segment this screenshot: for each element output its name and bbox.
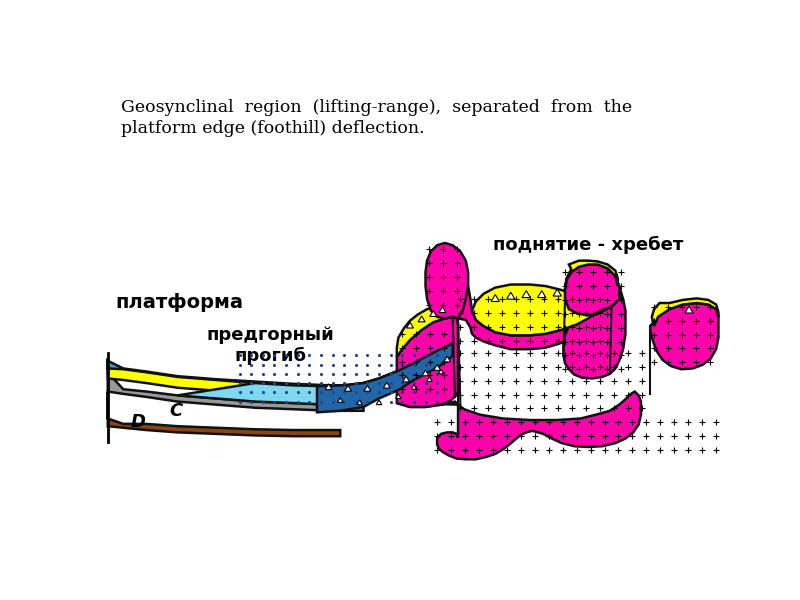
Polygon shape — [411, 385, 417, 389]
Polygon shape — [178, 343, 453, 404]
Text: предгорный
прогиб: предгорный прогиб — [206, 326, 334, 365]
Polygon shape — [426, 377, 432, 382]
Polygon shape — [402, 376, 410, 382]
Polygon shape — [439, 307, 446, 313]
Polygon shape — [345, 385, 351, 391]
Polygon shape — [406, 322, 414, 328]
Text: платформа: платформа — [115, 293, 243, 313]
Polygon shape — [338, 398, 343, 403]
Polygon shape — [458, 286, 611, 349]
Polygon shape — [397, 317, 458, 407]
Text: C: C — [170, 402, 183, 420]
Polygon shape — [376, 400, 382, 404]
Polygon shape — [426, 243, 468, 319]
Polygon shape — [395, 394, 401, 398]
Polygon shape — [434, 365, 441, 370]
Polygon shape — [565, 260, 618, 289]
Polygon shape — [108, 361, 379, 392]
Polygon shape — [472, 284, 604, 335]
Polygon shape — [397, 307, 453, 357]
Polygon shape — [685, 306, 693, 313]
Polygon shape — [108, 343, 453, 395]
Text: D: D — [131, 413, 146, 431]
Polygon shape — [422, 370, 429, 376]
Polygon shape — [444, 356, 450, 362]
Polygon shape — [357, 400, 362, 404]
Polygon shape — [364, 385, 371, 391]
Polygon shape — [506, 292, 515, 299]
Polygon shape — [317, 343, 453, 412]
Polygon shape — [325, 384, 332, 389]
Polygon shape — [565, 265, 619, 316]
Polygon shape — [397, 392, 641, 460]
Polygon shape — [538, 290, 546, 298]
Polygon shape — [108, 392, 340, 436]
Polygon shape — [383, 382, 390, 388]
Polygon shape — [491, 295, 499, 301]
Text: platform edge (foothill) deflection.: platform edge (foothill) deflection. — [121, 120, 425, 137]
Polygon shape — [563, 286, 626, 379]
Polygon shape — [430, 311, 437, 316]
Text: поднятие - хребет: поднятие - хребет — [493, 236, 683, 254]
Polygon shape — [438, 369, 444, 374]
Polygon shape — [652, 298, 718, 326]
Polygon shape — [553, 289, 562, 296]
Polygon shape — [108, 372, 363, 411]
Polygon shape — [522, 290, 530, 298]
Polygon shape — [650, 303, 718, 369]
Text: Geosynclinal  region  (lifting-range),  separated  from  the: Geosynclinal region (lifting-range), sep… — [121, 99, 632, 116]
Polygon shape — [418, 316, 425, 322]
